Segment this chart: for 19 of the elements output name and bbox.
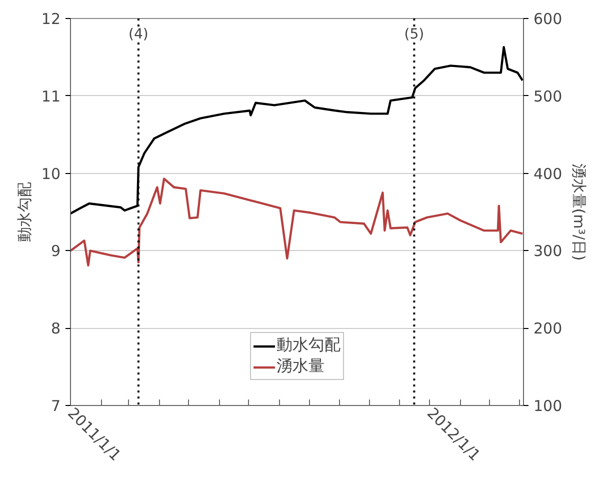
y2-tick-label: 600 <box>534 10 562 28</box>
y2-tick-label: 300 <box>534 242 562 260</box>
legend-label: 湧水量 <box>276 356 324 377</box>
line-series <box>70 178 524 267</box>
y-tick-label: 7 <box>50 397 61 415</box>
y2-tick-label: 100 <box>534 397 562 415</box>
legend-label: 動水勾配 <box>276 335 340 356</box>
y2-tick-label: 400 <box>534 164 562 183</box>
ref-line-label: (5) <box>404 26 424 42</box>
y-axis-title: 動水勾配 <box>15 182 34 242</box>
y2-axis-title: 湧水量(m³/日) <box>570 163 588 261</box>
y2-tick-label: 500 <box>534 87 562 106</box>
y-tick-label: 8 <box>50 320 61 338</box>
y-tick-label: 10 <box>41 164 61 183</box>
y-tick-label: 12 <box>41 10 61 28</box>
y-tick-label: 9 <box>50 242 61 260</box>
y-tick-label: 11 <box>41 87 61 106</box>
ref-line-label: (4) <box>128 26 148 42</box>
y2-tick-label: 200 <box>534 320 562 338</box>
